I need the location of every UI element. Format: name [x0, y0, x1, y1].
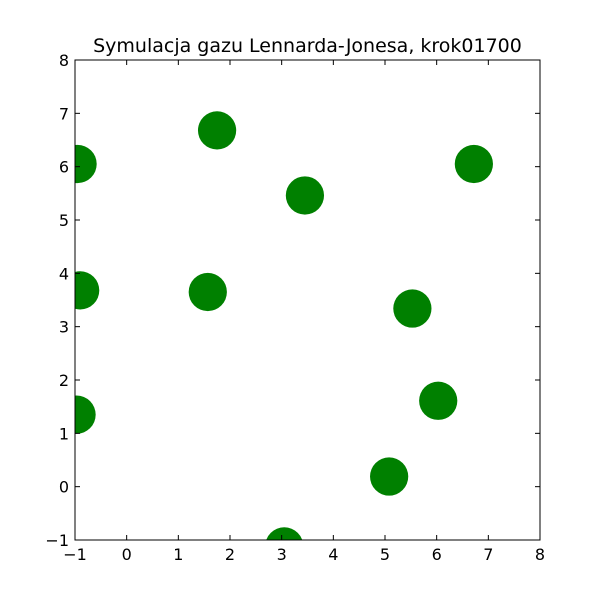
- x-tick-label: 6: [432, 545, 442, 564]
- y-tick-label: 6: [59, 158, 69, 177]
- y-tick-label: 1: [59, 424, 69, 443]
- x-tick-label: 1: [173, 545, 183, 564]
- x-tick-label: 5: [380, 545, 390, 564]
- particle-4: [454, 144, 493, 184]
- y-tick-label: 3: [59, 318, 69, 337]
- x-tick-label: 0: [122, 545, 132, 564]
- particle-7: [393, 289, 432, 328]
- x-tick-label: 3: [277, 545, 287, 564]
- ticks-layer: −1 0 1 2 3 4 5 6 7 8 −1 0 1 2 3 4 5 6 7 8: [45, 51, 545, 564]
- particle-9: [75, 395, 96, 434]
- chart-title: Symulacja gazu Lennarda-Jonesa, krok0170…: [93, 35, 522, 57]
- particle-1: [197, 111, 237, 150]
- y-tick-label: 5: [59, 211, 69, 230]
- y-tick-label: 8: [59, 51, 69, 70]
- y-tick-label: 4: [59, 264, 69, 283]
- y-tick-label: 2: [59, 371, 69, 390]
- particles-layer: [75, 111, 493, 540]
- particle-5: [75, 271, 100, 310]
- plot-frame: [74, 59, 541, 541]
- y-tick-label: 7: [59, 104, 69, 123]
- particle-8: [419, 381, 458, 420]
- particle-6: [188, 272, 227, 312]
- x-tick-label: 8: [535, 545, 545, 564]
- y-tick-label: 0: [59, 478, 69, 497]
- x-tick-label: −1: [63, 545, 87, 564]
- x-tick-label: 2: [225, 545, 235, 564]
- particle-10: [370, 457, 409, 496]
- x-tick-label: 7: [483, 545, 493, 564]
- y-tick-label: −1: [45, 531, 69, 550]
- particle-2: [75, 144, 97, 184]
- particle-3: [285, 176, 325, 215]
- x-tick-label: 4: [328, 545, 338, 564]
- particle-11: [266, 527, 303, 540]
